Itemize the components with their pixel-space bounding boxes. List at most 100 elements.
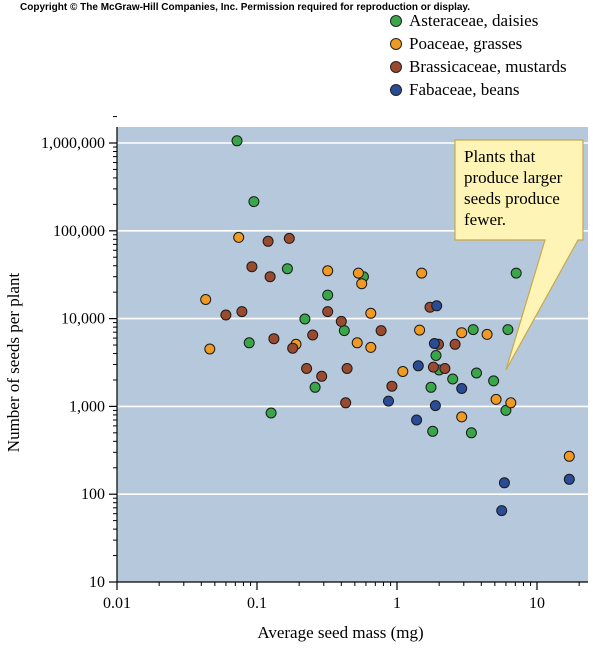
data-point-s3-4 [411,414,423,426]
data-point-s0-17 [488,375,500,387]
data-point-s2-5 [220,309,232,321]
data-point-s0-4 [322,289,334,301]
data-point-s0-7 [243,337,255,349]
x-tick-label-1: 0.1 [247,595,267,612]
data-point-s1-3 [322,265,334,277]
data-point-s1-18 [563,450,575,462]
annotation-callout-box [454,139,584,371]
data-point-s1-4 [352,267,364,279]
data-point-s3-7 [498,477,510,489]
gridlines [117,142,588,496]
x-axis-title: Average seed mass (mg) [257,623,423,642]
data-point-s0-2 [281,263,293,275]
data-point-s2-3 [264,271,276,283]
y-tick-label-0: 10 [89,574,105,591]
annotation-line-0: Plants that [464,147,536,166]
data-point-s2-15 [340,397,352,409]
data-point-s2-20 [439,363,451,374]
data-point-s3-0 [431,300,443,312]
data-point-s3-1 [428,338,440,349]
data-point-s2-21 [449,338,461,350]
data-point-s3-2 [412,360,424,372]
data-point-s1-15 [490,393,502,405]
data-point-s0-18 [425,381,437,393]
x-tick-label-0: 0.01 [103,595,131,612]
data-point-s2-4 [236,306,248,318]
legend-marker-3 [390,84,402,96]
y-tick-label-3: 10,000 [61,311,105,328]
y-axis-title: Number of seeds per plant [4,273,23,453]
data-point-s0-12 [502,324,514,336]
legend: Asteraceae, daisies Poaceae, grasses Brass… [390,11,567,99]
data-points [200,135,575,517]
data-point-s2-6 [307,329,319,341]
data-point-s1-10 [416,267,428,279]
data-point-s1-7 [351,337,363,349]
legend-label-1: Poaceae, grasses [409,34,522,53]
data-point-s2-8 [287,342,299,354]
legend-label-0: Asteraceae, daisies [409,11,538,30]
y-tick-label-1: 100 [81,486,105,503]
x-axis: 0.01 0.1 1 10 [103,582,580,612]
x-tick-label-3: 10 [529,595,545,612]
data-point-s2-10 [335,315,347,327]
data-point-s3-5 [429,400,441,412]
data-point-s0-9 [265,407,277,419]
data-point-s3-8 [496,505,508,517]
y-tick-label-4: 100,000 [53,223,105,240]
annotation-line-3: fewer. [464,210,506,229]
data-point-s1-1 [204,343,216,355]
data-point-s0-19 [500,404,512,416]
data-point-s2-9 [322,306,334,318]
legend-label-2: Brassicaceae, mustards [409,57,567,76]
legend-marker-2 [390,61,402,73]
annotation-line-2: seeds produce [464,189,560,208]
y-axis: 10 100 1,000 10,000 100,000 1,000,000 [41,116,117,591]
annotation-callout: Plants that produce larger seeds produce fe… [454,139,584,371]
data-point-s0-8 [309,381,321,393]
data-point-s1-5 [356,278,368,290]
data-point-s3-3 [383,395,394,407]
data-point-s1-14 [397,366,409,377]
annotation-line-1: produce larger [464,168,563,187]
data-point-s0-13 [430,350,442,361]
data-point-s2-16 [386,380,398,392]
data-point-s0-5 [299,313,311,325]
data-point-s2-13 [316,370,328,382]
data-point-s0-11 [467,324,479,336]
data-point-s2-7 [268,333,280,345]
data-point-s1-2 [233,231,245,243]
data-point-s2-1 [283,232,295,244]
data-point-s1-16 [505,397,517,409]
data-point-s2-14 [341,363,353,374]
x-tick-label-2: 1 [393,595,401,612]
data-point-s1-9 [365,307,377,319]
data-point-s0-1 [248,196,260,208]
legend-marker-0 [390,15,402,27]
data-point-s2-2 [246,261,258,273]
y-tick-label-2: 1,000 [69,398,105,415]
data-point-s0-0 [231,135,243,147]
data-point-s0-15 [471,367,482,379]
data-point-s1-11 [414,324,426,336]
data-point-s2-18 [427,361,439,373]
annotation-text: Plants that produce larger seeds produce fe… [464,147,563,229]
copyright-notice: Copyright © The McGraw-Hill Companies, I… [20,2,470,13]
data-point-s2-0 [262,235,274,247]
data-point-s1-17 [456,411,468,423]
data-point-s2-11 [375,325,387,337]
data-point-s0-20 [427,425,439,437]
legend-label-3: Fabaceae, beans [409,80,519,99]
data-point-s3-6 [456,383,468,394]
data-point-s0-21 [465,427,477,439]
data-point-s1-0 [200,294,212,305]
y-tick-label-5: 1,000,000 [41,135,105,152]
data-point-s1-8 [365,341,377,353]
data-point-s3-9 [563,473,575,485]
data-point-s2-12 [301,363,313,374]
data-point-s0-6 [338,325,350,337]
data-point-s0-16 [447,373,459,385]
data-point-s1-12 [456,327,468,339]
legend-marker-1 [390,38,402,50]
